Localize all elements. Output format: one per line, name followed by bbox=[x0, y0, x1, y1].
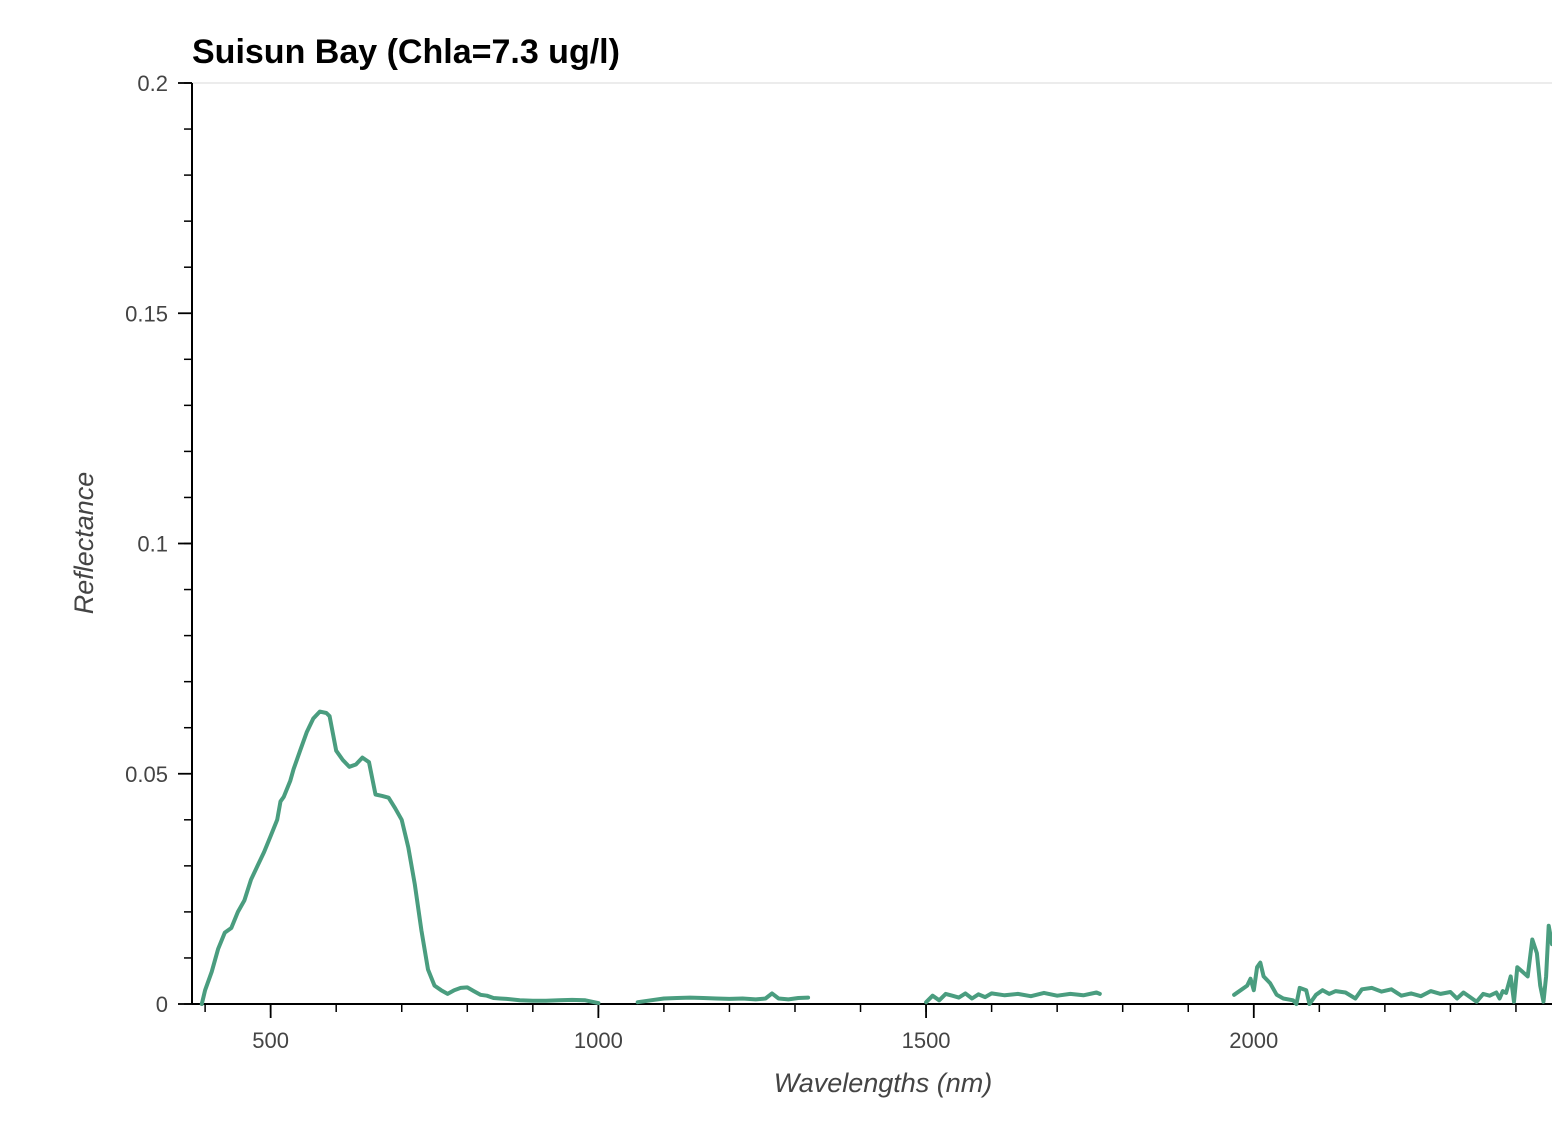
y-axis: 0 0.05 0.1 0.15 0.2 bbox=[125, 71, 193, 1017]
series-line bbox=[199, 709, 601, 1006]
x-axis-label: Wavelengths (nm) bbox=[774, 1068, 993, 1098]
series-line bbox=[924, 990, 1102, 1005]
y-tick-label: 0.05 bbox=[125, 762, 168, 787]
y-axis-label: Reflectance bbox=[69, 472, 99, 615]
x-tick-label: 1000 bbox=[574, 1028, 623, 1053]
x-tick-label: 2000 bbox=[1229, 1028, 1278, 1053]
x-tick-label: 1500 bbox=[902, 1028, 951, 1053]
chart-title: Suisun Bay (Chla=7.3 ug/l) bbox=[192, 33, 620, 71]
series-line bbox=[635, 991, 811, 1005]
y-tick-label: 0 bbox=[156, 992, 168, 1017]
series-line bbox=[1232, 923, 1552, 1006]
x-axis: 500 1000 1500 2000 bbox=[192, 1003, 1552, 1053]
series-layer bbox=[199, 709, 1552, 1006]
x-tick-label: 500 bbox=[252, 1028, 289, 1053]
y-tick-label: 0.2 bbox=[137, 71, 168, 96]
y-tick-label: 0.1 bbox=[137, 532, 168, 557]
y-tick-label: 0.15 bbox=[125, 301, 168, 326]
